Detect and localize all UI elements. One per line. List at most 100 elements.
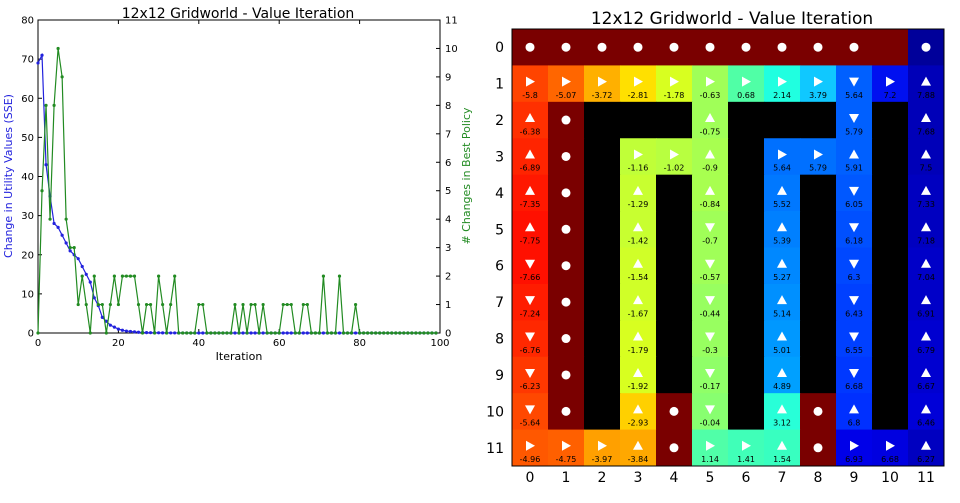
policy-arrow-up (777, 367, 787, 377)
series-point-left (68, 249, 72, 253)
chart-title: 12x12 Gridworld - Value Iteration (122, 6, 355, 22)
col-label: 2 (598, 470, 607, 486)
state-utility-value: 3.12 (773, 419, 791, 428)
state-utility-value: 6.68 (881, 455, 899, 464)
series-point-right (378, 331, 382, 335)
series-point-right (386, 331, 390, 335)
series-point-left (161, 331, 165, 335)
policy-arrow-up (921, 149, 931, 159)
col-label: 7 (778, 470, 787, 486)
series-point-right (410, 331, 414, 335)
series-point-right (148, 302, 153, 307)
grid-cell (872, 283, 909, 321)
policy-arrow-up (777, 222, 787, 232)
grid-cell (800, 356, 837, 394)
col-label: 11 (917, 470, 935, 486)
x-tick-label: 100 (430, 338, 449, 349)
policy-arrow-up (525, 185, 535, 195)
state-utility-value: 7.2 (884, 91, 897, 100)
state-utility-value: 6.05 (845, 200, 863, 209)
series-point-left (201, 331, 205, 335)
state-utility-value: 6.67 (917, 382, 935, 391)
grid-cell (728, 101, 765, 139)
series-point-left (169, 331, 173, 335)
terminal-state-marker (561, 406, 571, 416)
series-point-right (213, 331, 217, 335)
state-utility-value: -6.23 (520, 382, 541, 391)
series-point-right (422, 331, 426, 335)
series-point-right (285, 302, 289, 307)
series-point-right (341, 331, 346, 335)
series-point-right (165, 331, 169, 335)
state-utility-value: -1.54 (628, 273, 649, 282)
state-utility-value: -2.81 (628, 91, 649, 100)
y-right-tick-label: 11 (445, 16, 458, 27)
state-utility-value: -1.42 (628, 237, 649, 246)
grid-cell (800, 247, 837, 285)
series-point-left (261, 331, 265, 335)
series-point-right (289, 302, 293, 307)
grid-cell (656, 356, 693, 394)
series-point-left (157, 331, 161, 335)
series-point-right (144, 302, 149, 307)
terminal-state-marker (813, 42, 823, 52)
x-tick-label: 20 (112, 338, 125, 349)
series-point-right (157, 274, 161, 278)
convergence-chart-panel: 12x12 Gridworld - Value Iteration 0 20 40 6… (0, 0, 475, 499)
terminal-state-marker (561, 42, 571, 52)
terminal-state-marker (777, 42, 787, 52)
state-utility-value: 5.27 (773, 273, 791, 282)
series-point-right (80, 274, 84, 278)
state-utility-value: 7.04 (917, 273, 935, 282)
policy-arrow-up (525, 113, 535, 123)
series-point-left (253, 331, 257, 335)
grid-cell (800, 320, 837, 358)
series-point-right (249, 302, 253, 307)
series-point-left (100, 315, 104, 319)
state-utility-value: 5.01 (773, 346, 791, 355)
policy-arrow-down (849, 368, 859, 378)
col-label: 3 (634, 470, 643, 486)
gridworld-title: 12x12 Gridworld - Value Iteration (591, 9, 873, 29)
state-utility-value: -1.29 (628, 200, 649, 209)
policy-arrow-right (598, 76, 607, 87)
grid-cell (584, 283, 621, 321)
policy-arrow-right (814, 149, 823, 160)
series-point-right (362, 331, 366, 335)
y-left-tick-label: 30 (21, 211, 34, 222)
series-point-right (390, 331, 394, 335)
state-utility-value: -7.24 (520, 309, 541, 318)
state-utility-value: -0.3 (702, 346, 718, 355)
series-point-right (261, 302, 265, 307)
policy-arrow-up (777, 295, 787, 305)
series-point-left (144, 331, 149, 335)
policy-arrow-up (633, 185, 643, 195)
y-right-tick-label: 10 (445, 44, 458, 55)
series-point-left (148, 331, 153, 335)
policy-arrow-right (706, 440, 715, 451)
grid-cell (620, 101, 657, 139)
series-point-right (181, 331, 185, 335)
series-point-left (321, 331, 326, 335)
state-utility-value: -7.35 (520, 200, 541, 209)
policy-arrow-up (921, 404, 931, 414)
row-label: 0 (495, 40, 504, 56)
policy-arrow-up (633, 404, 643, 414)
col-label: 5 (706, 470, 715, 486)
x-axis-label: Iteration (216, 350, 263, 363)
state-utility-value: 6.93 (845, 455, 863, 464)
grid-cell (728, 138, 765, 176)
y-right-tick-label: 6 (445, 158, 451, 169)
policy-arrow-up (633, 295, 643, 305)
series-point-left (337, 331, 342, 335)
state-utility-value: 6.55 (845, 346, 863, 355)
grid-cell (728, 320, 765, 358)
series-point-left (88, 280, 92, 284)
state-utility-value: -0.04 (700, 419, 721, 428)
series-point-right (418, 331, 422, 335)
series-point-left (128, 329, 133, 334)
y-left-tick-label: 40 (21, 172, 34, 183)
series-point-left (44, 163, 48, 167)
policy-arrow-right (634, 149, 643, 160)
policy-arrow-down (525, 368, 535, 378)
